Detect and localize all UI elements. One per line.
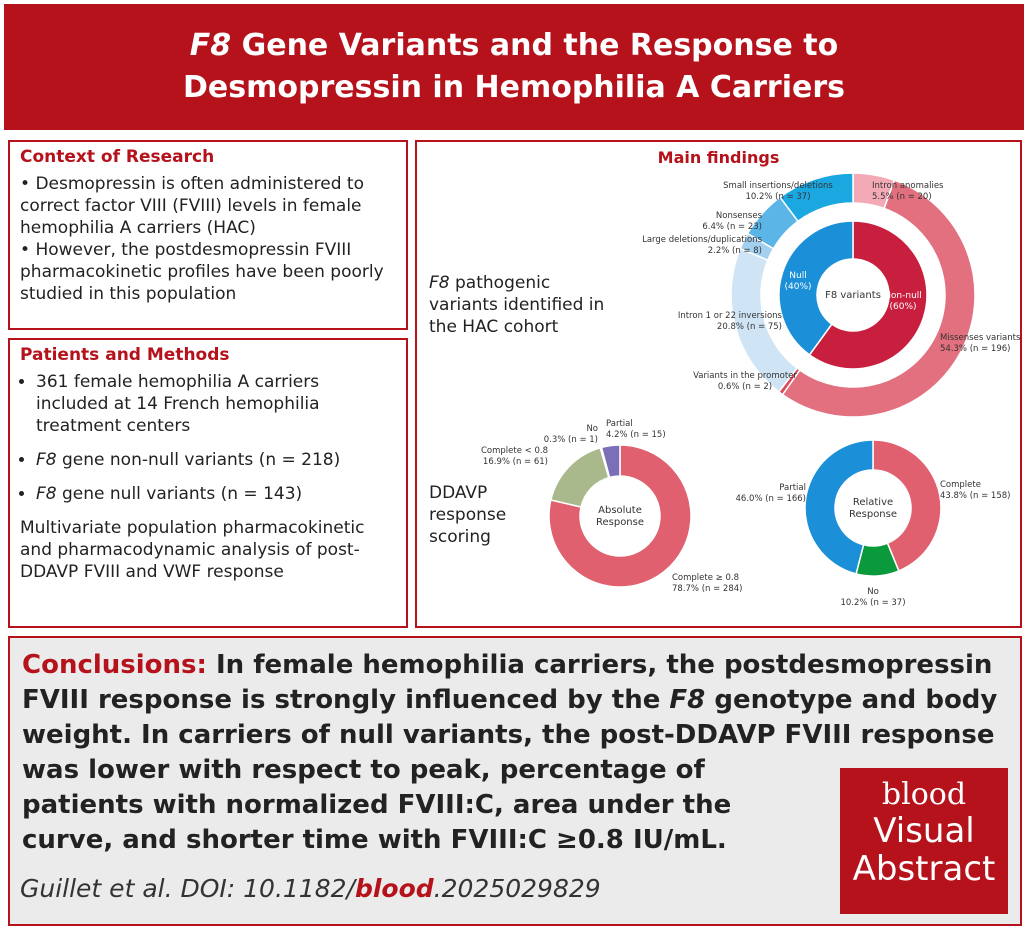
slice: [779, 172, 854, 223]
slice-label: Large deletions/duplications: [642, 235, 762, 245]
methods-box: Patients and Methods 361 female hemophil…: [8, 338, 408, 628]
slice-label: Intron anomalies: [872, 181, 944, 191]
heading: Main findings: [657, 148, 780, 167]
context-box: Context of Research Desmopressin is ofte…: [8, 140, 408, 330]
slice-label: Complete: [940, 480, 981, 490]
slice-label: Small insertions/deletions: [723, 181, 833, 191]
inner-value-label: (60%): [889, 302, 916, 312]
findings-label: DDAVP response scoring: [429, 483, 507, 547]
slice-value-label: 54.3% (n = 196): [940, 344, 1010, 354]
label-text: pathogenic variants identified in the HA…: [429, 273, 605, 337]
slice-label: Partial: [779, 483, 806, 493]
bullet: However, the postdesmopressin FVIII phar…: [20, 239, 396, 305]
bullet-text: gene null variants (n = 143): [62, 484, 303, 504]
slice-label: Intron 1 or 22 inversions: [678, 311, 783, 321]
chart-title: F8 variants: [825, 290, 881, 301]
chart-title: Relative Response: [849, 497, 897, 520]
citation-prefix: Guillet et al. DOI: 10.1182/: [20, 874, 355, 903]
slice: [778, 220, 854, 356]
heading: Context of Research: [20, 147, 215, 167]
findings-box: Main findings F8 pathogenic variants ide…: [415, 140, 1022, 628]
findings-label: F8 pathogenic variants identified in the…: [429, 272, 614, 338]
slice-value-label: 10.2% (n = 37): [745, 192, 810, 202]
label-italic: F8: [429, 273, 450, 293]
title-text: Gene Variants and the Response to Desmop…: [183, 28, 845, 105]
header: F8 Gene Variants and the Response to Des…: [4, 4, 1024, 130]
slice-label: Complete ≥ 0.8: [672, 573, 739, 583]
inner-value-label: (40%): [784, 282, 811, 292]
conclusions-text: genotype and body weight. In carriers of…: [22, 685, 998, 855]
logo: blood Visual Abstract: [840, 768, 1008, 914]
bullets: 361 female hemophilia A carriers include…: [20, 371, 396, 505]
slice-value-label: 78.7% (n = 284): [672, 584, 742, 594]
hole: [836, 471, 910, 545]
slice-label: Variants in the promoter: [693, 371, 797, 381]
slice: [781, 179, 976, 418]
paragraph: Multivariate population pharmacokinetic …: [20, 518, 365, 582]
slice-value-label: 46.0% (n = 166): [736, 494, 806, 504]
slice-value-label: 0.6% (n = 2): [718, 382, 772, 392]
bullet-text: gene non-null variants (n = 218): [62, 450, 341, 470]
title: F8 Gene Variants and the Response to Des…: [124, 25, 904, 109]
slice-label: Complete < 0.8: [481, 446, 548, 456]
bullet-italic: F8: [36, 484, 57, 504]
hole: [818, 260, 888, 330]
slice: [808, 220, 928, 370]
conclusions-box: blood Visual Abstract Conclusions: In fe…: [8, 636, 1022, 926]
citation: Guillet et al. DOI: 10.1182/blood.202502…: [20, 874, 601, 903]
bullet: 361 female hemophilia A carriers include…: [36, 371, 396, 437]
bullet: Desmopressin is often administered to co…: [20, 173, 396, 239]
slice-label: Partial: [606, 419, 633, 429]
title-italic: F8: [189, 28, 232, 63]
bullets: Desmopressin is often administered to co…: [20, 173, 396, 305]
hole: [581, 477, 659, 555]
citation-journal: blood: [354, 874, 434, 903]
slice-label: Missenses variants: [940, 333, 1021, 343]
bullet: F8 gene non-null variants (n = 218): [36, 449, 396, 471]
slice-value-label: 16.9% (n = 61): [483, 457, 548, 467]
logo-line: Visual: [873, 811, 975, 851]
bullet-text: 361 female hemophilia A carriers include…: [36, 372, 320, 436]
slice-value-label: 4.2% (n = 15): [606, 430, 666, 440]
logo-brand: blood: [881, 777, 967, 812]
slice: [548, 444, 692, 588]
slice-value-label: 2.2% (n = 8): [708, 246, 762, 256]
slice-value-label: 5.5% (n = 20): [872, 192, 932, 202]
slice-label: No: [867, 587, 879, 597]
slice-value-label: 20.8% (n = 75): [717, 322, 782, 332]
slice: [872, 439, 942, 572]
slice: [600, 444, 621, 479]
bullet: F8 gene null variants (n = 143): [36, 483, 396, 505]
slice-value-label: 0.3% (n = 1): [544, 435, 598, 445]
slice-label: No: [586, 424, 598, 434]
slice: [804, 439, 874, 575]
chart-title: Absolute Response: [596, 505, 644, 528]
bullet-italic: F8: [36, 450, 57, 470]
conclusions-heading: Conclusions:: [22, 650, 207, 680]
conclusions-text: In female hemophilia carriers, the postd…: [22, 650, 993, 715]
heading: Patients and Methods: [20, 345, 230, 365]
citation-suffix: .2025029829: [433, 874, 601, 903]
slice-value-label: 43.8% (n = 158): [940, 491, 1010, 501]
inner-label: Null: [789, 271, 806, 281]
slice-value-label: 10.2% (n = 37): [840, 598, 905, 608]
slice-label: Nonsenses: [716, 211, 763, 221]
inner-label: Non-null: [884, 291, 922, 301]
logo-line: Abstract: [852, 849, 996, 889]
slice-value-label: 6.4% (n = 23): [702, 222, 762, 232]
conclusions-italic: F8: [669, 685, 706, 715]
